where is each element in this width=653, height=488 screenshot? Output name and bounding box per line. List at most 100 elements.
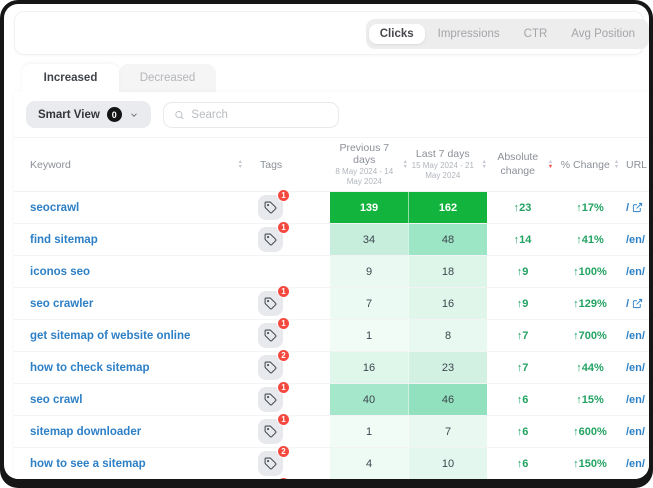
tags-cell: 2: [255, 445, 330, 479]
url-text: /en/: [626, 265, 645, 278]
metric-tab-impressions[interactable]: Impressions: [437, 28, 500, 40]
last-7-days-value: 16: [408, 288, 487, 319]
tag-button[interactable]: 1: [258, 189, 290, 220]
column-header-keyword[interactable]: Keyword ▲ ▼: [30, 158, 243, 171]
pct-change-value: ↑15%: [576, 393, 604, 406]
absolute-change-value: ↑7: [516, 329, 529, 342]
keyword-link[interactable]: iconos seo: [30, 265, 91, 278]
tag-button[interactable]: 1: [258, 285, 290, 316]
tags-cell: 1: [255, 381, 330, 415]
absolute-change-value: ↑6: [516, 457, 529, 470]
tag-button[interactable]: 2: [258, 349, 290, 380]
previous-7-days-value: 1: [330, 320, 408, 351]
tab-decreased[interactable]: Decreased: [119, 64, 216, 92]
tag-button[interactable]: 1: [258, 413, 290, 444]
keyword-link[interactable]: get sitemap of website online: [30, 329, 191, 342]
last-7-days-value: 10: [408, 448, 487, 479]
column-header-pct-change[interactable]: % Change ▲ ▼: [560, 158, 620, 171]
table-controls: Smart View 0: [14, 92, 649, 137]
column-header-previous-7-days[interactable]: Previous 7 days 8 May 2024 - 14 May 2024 …: [335, 142, 408, 186]
url-link[interactable]: /en/: [622, 330, 649, 342]
tag-count-badge: 1: [277, 189, 290, 202]
tags-cell: 1: [255, 317, 330, 351]
smart-view-dropdown[interactable]: Smart View 0: [26, 101, 151, 128]
absolute-change-value: ↑9: [516, 265, 529, 278]
tag-button[interactable]: 1: [258, 317, 290, 348]
table-row: sitemap downloader 1 1 7 ↑6 ↑600%: [14, 413, 649, 448]
last-7-days-value: 46: [408, 384, 487, 415]
table-body: seocrawl 1 139 162 ↑23 ↑17%: [14, 189, 649, 479]
tags-cell: [255, 256, 330, 287]
keyword-link[interactable]: seo crawler: [30, 297, 94, 310]
table-row: seo crawl 1 40 46 ↑6 ↑15% /e: [14, 381, 649, 416]
previous-7-days-value: 1: [330, 416, 408, 447]
previous-7-days-value: 34: [330, 224, 408, 255]
search-input[interactable]: [191, 108, 328, 121]
metric-segmented-control: Clicks Impressions CTR Avg Position: [365, 19, 649, 49]
table-row: iconos seo 9 18 ↑9 ↑100% /e: [14, 256, 649, 288]
smart-view-count-badge: 0: [106, 107, 122, 122]
last-7-days-value: 8: [408, 320, 487, 351]
tag-count-badge: 1: [277, 221, 290, 234]
sort-icon: ▲ ▼: [481, 159, 487, 170]
table-row: seo crawler 1 7 16 ↑9 ↑129%: [14, 285, 649, 320]
trend-tabs: Increased Decreased: [22, 64, 649, 92]
pct-change-value: ↑150%: [573, 457, 607, 470]
url-link[interactable]: /en/: [622, 458, 649, 470]
tag-button[interactable]: 1: [258, 381, 290, 412]
pct-change-value: ↑17%: [576, 201, 604, 214]
column-header-url[interactable]: URL ▲▼: [626, 158, 648, 171]
keyword-link[interactable]: sitemap downloader: [30, 425, 142, 438]
url-text: /en/: [626, 393, 645, 406]
tag-count-badge: 2: [277, 349, 290, 362]
last-7-days-value: 48: [408, 224, 487, 255]
tags-cell: 1: [255, 221, 330, 255]
url-link[interactable]: /: [622, 298, 649, 310]
tag-button[interactable]: 1: [258, 221, 290, 252]
keyword-link[interactable]: find sitemap: [30, 233, 98, 246]
url-text: /en/: [626, 425, 645, 438]
column-header-absolute-change[interactable]: Absolute change ▲ ▼: [497, 150, 554, 177]
tab-increased[interactable]: Increased: [22, 64, 119, 92]
table-row: get sitemap of website online 1 1 8 ↑7 ↑…: [14, 317, 649, 352]
previous-7-days-value: 7: [330, 288, 408, 319]
previous-7-days-value: 16: [330, 352, 408, 383]
external-link-icon: [632, 202, 643, 213]
url-link[interactable]: /en/: [622, 362, 649, 374]
last-7-days-value: 162: [408, 192, 487, 223]
table-header: Keyword ▲ ▼ Tags Previous 7 days 8 May 202…: [14, 137, 649, 192]
app-page: Clicks Impressions CTR Avg Position Incr…: [4, 4, 649, 479]
tags-cell: 2: [255, 349, 330, 383]
table-row: seocrawl 1 139 162 ↑23 ↑17%: [14, 189, 649, 224]
keyword-link[interactable]: seo crawl: [30, 393, 83, 406]
column-header-last-7-days[interactable]: Last 7 days 15 May 2024 - 21 May 2024 ▲ ▼: [411, 148, 487, 180]
absolute-change-value: ↑9: [516, 297, 529, 310]
pct-change-value: ↑129%: [573, 297, 607, 310]
url-link[interactable]: /: [622, 202, 649, 214]
tag-count-badge: 1: [277, 285, 290, 298]
keyword-link[interactable]: seocrawl: [30, 201, 80, 214]
url-link[interactable]: /en/: [622, 266, 649, 278]
table-row: how to check sitemap 2 16 23 ↑7 ↑44%: [14, 349, 649, 384]
metric-tab-avg-position[interactable]: Avg Position: [571, 28, 635, 40]
last-7-days-value: 7: [408, 416, 487, 447]
sort-icon: ▲ ▼: [613, 159, 620, 170]
last-7-days-value: 23: [408, 352, 487, 383]
tag-count-badge: 2: [277, 445, 290, 458]
keyword-link[interactable]: how to see a sitemap: [30, 457, 146, 470]
url-link[interactable]: /en/: [622, 234, 649, 246]
column-header-tags: Tags: [260, 158, 283, 171]
previous-7-days-value: 9: [330, 256, 408, 287]
metric-tab-clicks[interactable]: Clicks: [368, 24, 425, 44]
previous-7-days-value: 139: [330, 192, 408, 223]
sort-icon-active-desc: ▲ ▼: [547, 159, 554, 170]
url-link[interactable]: /en/: [622, 394, 649, 406]
keyword-link[interactable]: how to check sitemap: [30, 361, 150, 374]
url-link[interactable]: /en/: [622, 426, 649, 438]
tag-button[interactable]: 2: [258, 445, 290, 476]
smart-view-label: Smart View: [38, 108, 100, 121]
metric-tab-ctr[interactable]: CTR: [523, 28, 548, 40]
absolute-change-value: ↑7: [516, 361, 529, 374]
pct-change-value: ↑100%: [573, 265, 607, 278]
